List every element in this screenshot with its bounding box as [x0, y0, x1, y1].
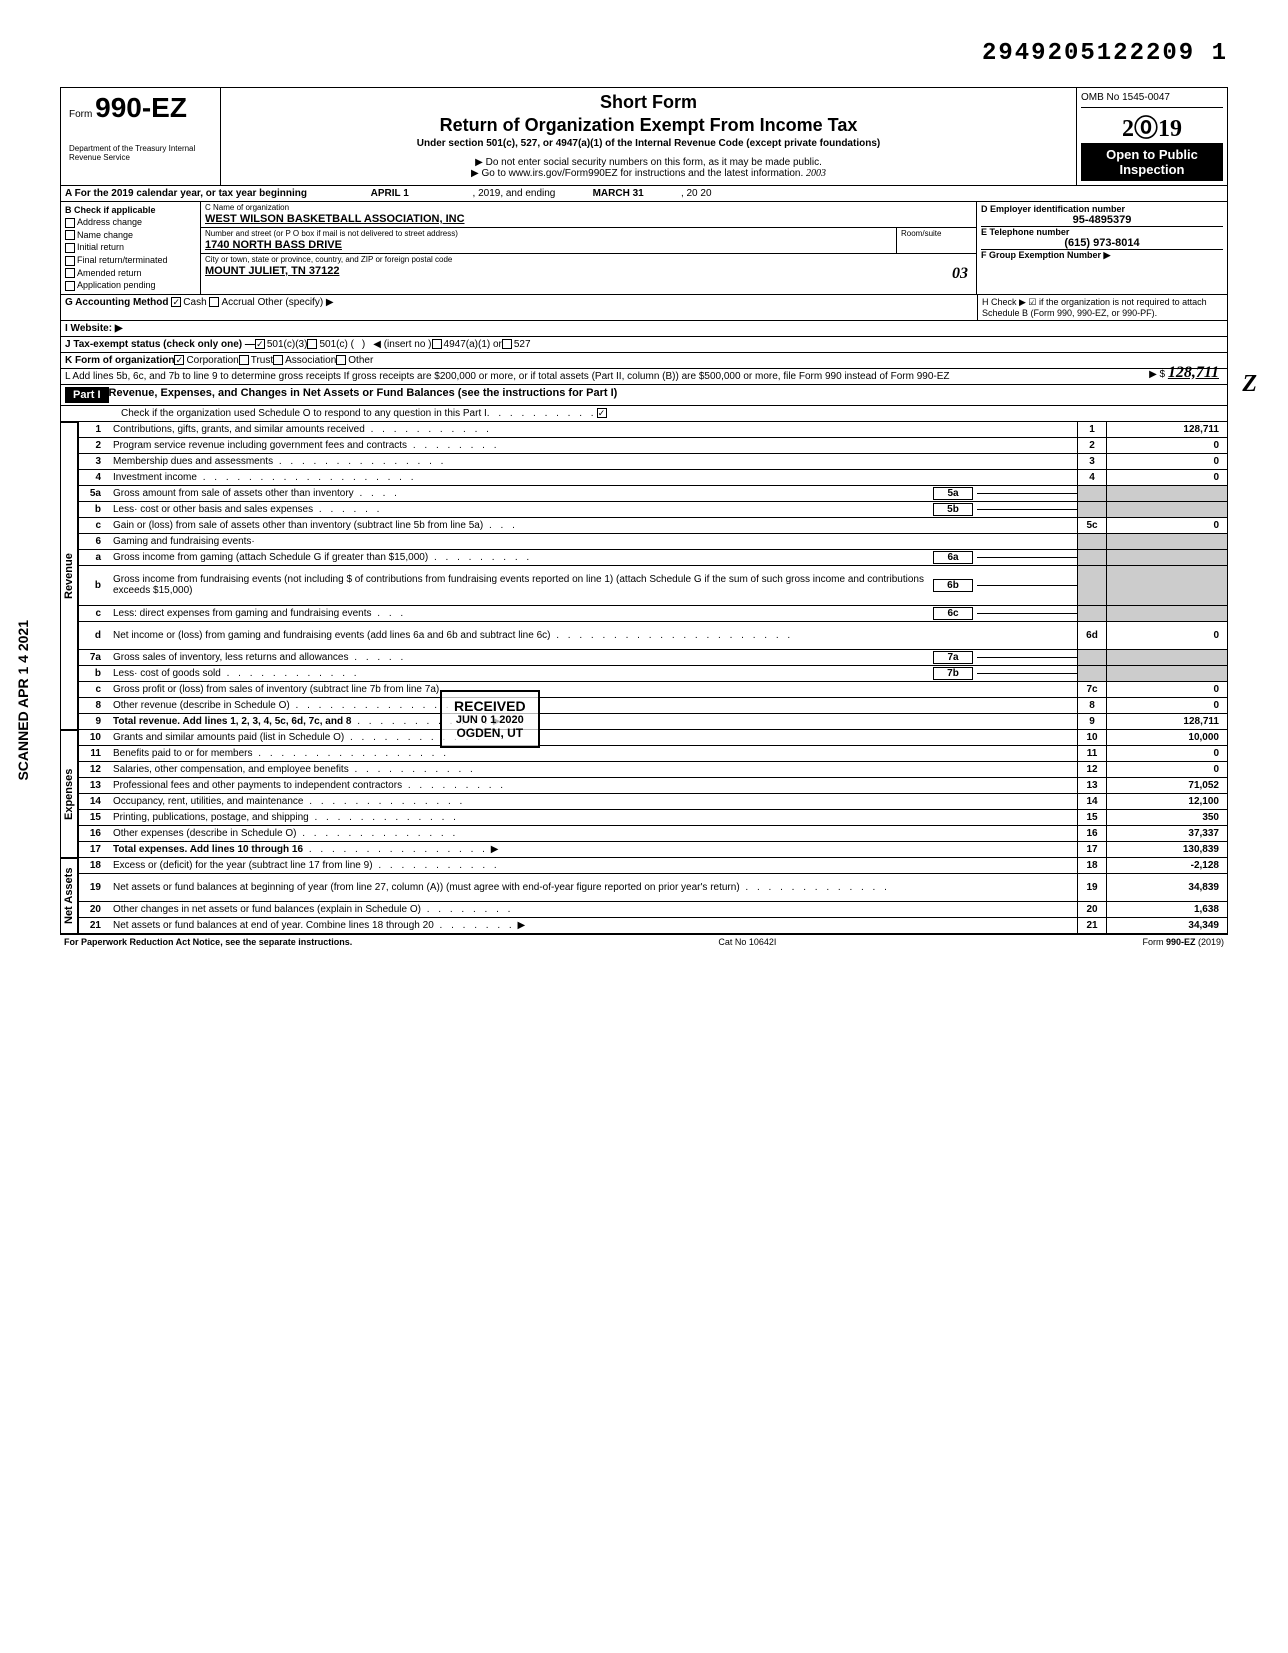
ein-label: D Employer identification number — [981, 204, 1223, 214]
revenue-section: Revenue 1Contributions, gifts, grants, a… — [60, 422, 1228, 730]
group-exemption-label: F Group Exemption Number ▶ — [981, 250, 1223, 261]
form-ref: Form 990-EZ (2019) — [1142, 937, 1224, 947]
line-h: H Check ▶ ☑ if the organization is not r… — [977, 295, 1227, 320]
main-title: Return of Organization Exempt From Incom… — [225, 115, 1072, 136]
netassets-label: Net Assets — [60, 858, 78, 934]
header-number: 2949205122209 1 — [60, 40, 1228, 67]
goto-link: ▶ Go to www.irs.gov/Form990EZ for instru… — [225, 168, 1072, 179]
form-header: Form 990-EZ Department of the Treasury I… — [60, 87, 1228, 186]
schedule-o-check: Check if the organization used Schedule … — [60, 406, 1228, 422]
line-a: A For the 2019 calendar year, or tax yea… — [60, 186, 1228, 202]
name-label: C Name of organization — [201, 202, 976, 213]
room-label: Room/suite — [897, 228, 976, 239]
expenses-section: Expenses 10Grants and similar amounts pa… — [60, 730, 1228, 858]
line-k: K Form of organization ✓Corporation Trus… — [60, 353, 1228, 369]
netassets-section: Net Assets 18Excess or (deficit) for the… — [60, 858, 1228, 934]
phone-value: (615) 973-8014 — [981, 237, 1223, 249]
dept-treasury: Department of the Treasury Internal Reve… — [69, 124, 229, 162]
addr-label: Number and street (or P O box if mail is… — [201, 228, 896, 239]
phone-label: E Telephone number — [981, 227, 1223, 237]
part1-header: Part I Revenue, Expenses, and Changes in… — [60, 385, 1228, 406]
line-l: L Add lines 5b, 6c, and 7b to line 9 to … — [60, 369, 1228, 385]
footer: For Paperwork Reduction Act Notice, see … — [60, 934, 1228, 949]
line-j: J Tax-exempt status (check only one) — ✓… — [60, 337, 1228, 353]
hand-annotation: 03 — [952, 265, 968, 283]
expenses-label: Expenses — [60, 730, 78, 858]
tax-year: 2⓪201919 — [1081, 108, 1223, 143]
city-state-zip: MOUNT JULIET, TN 37122 — [201, 265, 343, 283]
line-i: I Website: ▶ — [60, 321, 1228, 337]
street-address: 1740 NORTH BASS DRIVE — [201, 239, 896, 253]
org-info-block: B Check if applicable Address change Nam… — [60, 202, 1228, 295]
received-stamp: RECEIVED JUN 0 1 2020 OGDEN, UT — [440, 690, 540, 748]
form-prefix: Form — [69, 109, 92, 120]
open-public-badge: Open to Public Inspection — [1081, 143, 1223, 181]
short-form-label: Short Form — [225, 92, 1072, 113]
city-label: City or town, state or province, country… — [201, 254, 976, 265]
line-g-h: G Accounting Method ✓Cash Accrual Other … — [60, 295, 1228, 321]
org-name: WEST WILSON BASKETBALL ASSOCIATION, INC — [201, 213, 976, 227]
revenue-label: Revenue — [60, 422, 78, 730]
form-number: 990-EZ — [95, 92, 187, 123]
ein-value: 95-4895379 — [981, 214, 1223, 226]
omb-number: OMB No 1545-0047 — [1081, 92, 1223, 108]
subtitle: Under section 501(c), 527, or 4947(a)(1)… — [225, 138, 1072, 149]
scanned-stamp: SCANNED APR 1 4 2021 — [15, 620, 31, 781]
ssn-notice: ▶ Do not enter social security numbers o… — [225, 157, 1072, 168]
